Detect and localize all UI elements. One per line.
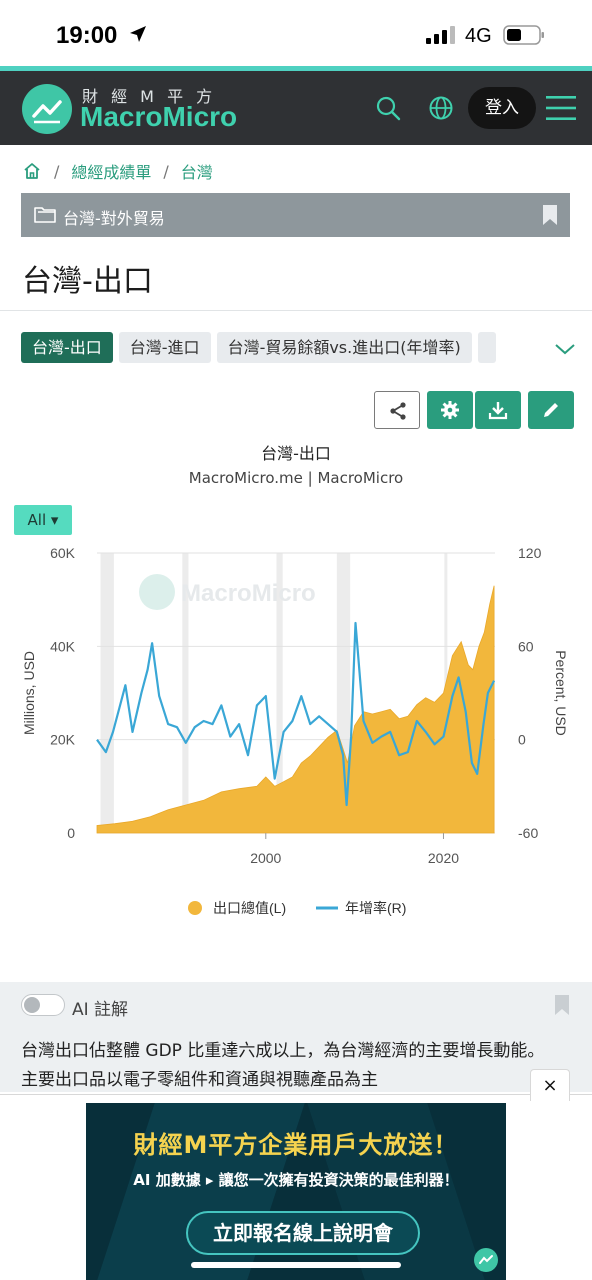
legend-label-export: 出口總值(L) [213,900,286,916]
ai-note-toggle[interactable] [21,994,65,1016]
ai-note-text: 台灣出口佔整體 GDP 比重達六成以上，為台灣經濟的主要增長動能。主要出口品以電… [21,1041,545,1090]
status-time: 19:00 [56,22,118,49]
y-right-tick-label: -60 [518,825,538,841]
edit-icon [544,403,558,417]
battery-icon [503,25,544,45]
ai-note-label: AI 註解 [72,1000,129,1020]
recession-band [100,553,114,833]
category-bar[interactable]: 台灣-對外貿易 [21,193,570,237]
y-right-tick-label: 0 [518,732,526,748]
search-icon[interactable] [375,95,401,121]
tab-import[interactable]: 台灣-進口 [118,332,211,363]
bookmark-icon[interactable] [542,204,558,226]
download-button[interactable] [475,391,521,429]
divider [0,310,592,311]
logo-icon[interactable] [22,84,72,134]
logo-wordmark[interactable]: MacroMicro [80,101,238,132]
watermark-logo-icon [139,574,175,610]
share-button[interactable] [374,391,420,429]
logo-subtitle: 財 經 M 平 方 [82,87,217,106]
toggle-knob [24,997,40,1013]
ad-cta-button[interactable]: 立即報名線上說明會 [186,1211,420,1255]
accent-stripe [0,66,592,71]
settings-icon [441,401,459,419]
legend-label-yoy: 年增率(R) [345,900,406,916]
app-header: 財 經 M 平 方 MacroMicro 登入 [0,71,592,145]
range-selector[interactable]: All ▾ [14,505,72,535]
bookmark-icon[interactable] [554,994,570,1016]
chart-subtitle: MacroMicro.me | MacroMicro [188,469,404,487]
y-left-axis-label: Millions, USD [21,651,37,735]
y-left-tick-label: 60K [50,545,76,561]
signal-icon [426,26,455,44]
breadcrumb-separator: / [163,161,169,181]
chart-title: 台灣-出口 [261,444,331,463]
chevron-down-icon[interactable] [554,342,576,356]
tab-trade-balance[interactable]: 台灣-貿易餘額vs.進出口(年增率) [216,332,472,363]
share-icon [390,402,406,420]
tab-export[interactable]: 台灣-出口 [21,332,113,363]
network-type: 4G [465,25,492,47]
category-label: 台灣-對外貿易 [63,209,165,228]
download-icon [488,402,508,420]
chart-tabs: 台灣-出口 台灣-進口 台灣-貿易餘額vs.進出口(年增率) [21,332,496,363]
y-left-tick-label: 40K [50,638,76,654]
home-icon[interactable] [22,161,42,181]
edit-button[interactable] [528,391,574,429]
x-tick-label: 2000 [250,850,281,866]
ad-headline: 財經M平方企業用戶大放送！ [133,1131,459,1159]
settings-button[interactable] [427,391,473,429]
folder-icon [34,207,56,223]
home-indicator [191,1262,401,1268]
y-left-tick-label: 0 [67,825,75,841]
ad-banner[interactable]: 財經M平方企業用戶大放送！ AI 加數據 ▸ 讓您一次擁有投資決策的最佳利器！ … [86,1103,506,1280]
recession-band [276,553,283,833]
series-line-yoy [96,621,496,807]
ai-note-section: AI 註解 台灣出口佔整體 GDP 比重達六成以上，為台灣經濟的主要增長動能。主… [0,982,592,1092]
location-arrow-icon [130,26,146,42]
legend-marker-export [188,901,202,915]
series-area-export [96,585,495,834]
globe-icon[interactable] [428,95,454,121]
breadcrumb-item-taiwan[interactable]: 台灣 [180,163,213,182]
y-right-tick-label: 120 [518,545,542,561]
page-title: 台灣-出口 [22,264,153,299]
ad-close-button[interactable]: × [530,1069,570,1101]
watermark-text: MacroMicro [181,580,316,607]
login-button[interactable]: 登入 [468,87,536,129]
breadcrumb-separator: / [54,161,60,181]
ad-logo-icon [474,1248,498,1272]
y-right-axis-label: Percent, USD [553,650,569,736]
x-tick-label: 2020 [428,850,459,866]
ad-subline: AI 加數據 ▸ 讓您一次擁有投資決策的最佳利器！ [133,1171,459,1189]
breadcrumb-item-macro[interactable]: 總經成績單 [71,163,152,182]
y-left-tick-label: 20K [50,732,76,748]
recession-band [182,553,189,833]
status-bar: 19:00 4G [0,0,592,66]
tab-more[interactable] [477,332,496,363]
y-right-tick-label: 60 [518,638,534,654]
menu-icon[interactable] [546,95,576,121]
chart: MacroMicro 0 20K 40K 60K -60 0 60 120 2000 2020 Mil… [21,545,569,916]
breadcrumb: / 總經成績單 / 台灣 [22,160,213,182]
